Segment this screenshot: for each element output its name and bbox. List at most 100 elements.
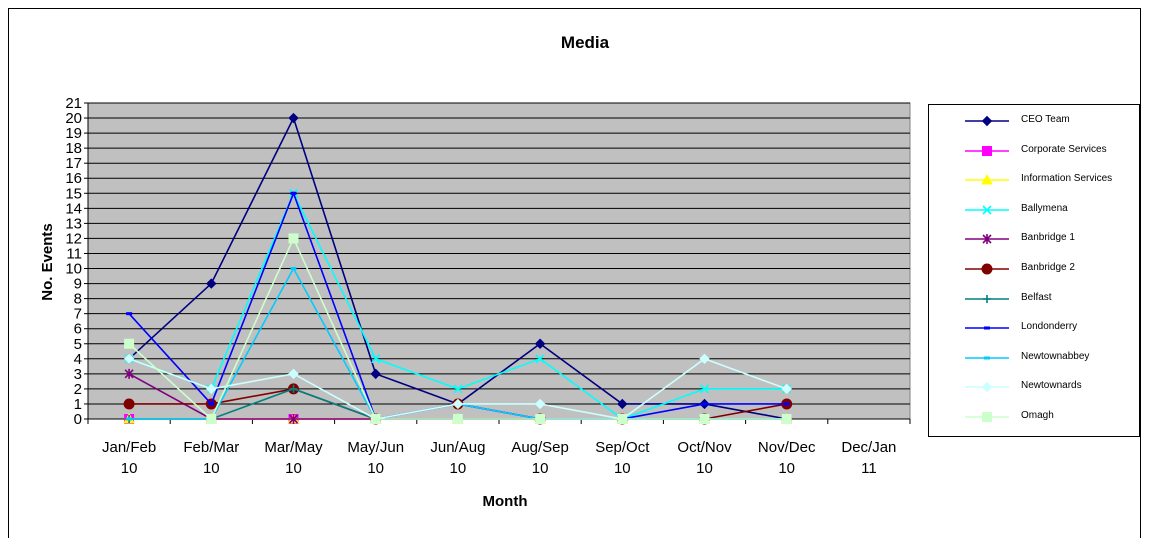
data-point [288,368,299,380]
y-tick-label: 17 [65,155,82,172]
data-point [534,338,546,349]
legend-item: Banbridge 2 [929,259,1139,279]
y-tick-label: 18 [65,140,82,157]
x-tick-label: 10 [203,460,220,477]
legend-swatch [965,174,1009,185]
legend-label: Londonderry [1021,321,1078,333]
x-tick-label: 11 [861,460,877,477]
legend-swatch [965,356,1009,360]
y-tick-label: 16 [65,170,82,187]
legend-marker [984,326,990,330]
y-tick-label: 21 [65,95,82,112]
legend-swatch [965,382,1009,393]
legend-marker [981,174,993,185]
y-tick-label: 20 [65,110,82,127]
x-tick-label: 10 [450,460,467,477]
x-axis-ticks: Jan/Feb 10 Feb/Mar 10 Mar/May 10 May/Jun 10 Jun/… [87,418,911,477]
x-tick-label: 10 [121,460,138,477]
legend-swatch [965,205,1009,215]
y-tick-label: 10 [65,261,82,278]
data-point [452,398,464,410]
legend-label: Newtownabbey [1021,350,1090,362]
series-newtownards [123,353,792,425]
legend-marker [982,205,992,215]
legend-marker [981,263,993,275]
x-tick-label: May/Jun [347,439,404,456]
x-tick-label: 10 [778,460,795,477]
x-tick-label: Aug/Sep [511,439,569,456]
legend-item: Newtownards [929,377,1139,397]
legend-label: Omagh [1021,410,1054,421]
legend-swatch [965,263,1009,275]
data-point [206,414,217,424]
legend-marker [982,234,992,245]
x-tick-label: Sep/Oct [595,439,650,456]
data-point [783,402,790,406]
chart-title: Media [561,33,610,52]
x-tick-label: 10 [532,460,549,477]
plot-area [87,102,911,420]
legend-label: Banbridge 1 [1021,232,1075,244]
y-tick-label: 7 [74,306,82,323]
legend-item: Corporate Services [929,141,1139,161]
data-point [699,353,710,365]
data-point [206,278,217,289]
legend-label: Ballymena [1021,202,1068,214]
y-tick-label: 12 [65,230,82,247]
series-lines [123,112,793,425]
data-point [124,338,135,349]
data-point [124,368,134,379]
legend-label: Belfast [1021,291,1052,303]
legend-label: Information Services [1021,173,1113,185]
data-point [453,384,463,394]
y-tick-label: 19 [65,125,82,142]
x-tick-label: 10 [285,460,302,477]
y-tick-label: 13 [65,215,82,232]
data-point [123,398,135,410]
legend-label: Banbridge 2 [1021,262,1075,273]
data-point [452,414,463,424]
legend-label: CEO Team [1021,114,1070,125]
data-point [288,233,299,244]
legend-swatch [965,294,1009,303]
x-axis-title: Month [483,493,528,510]
data-point [535,414,546,424]
x-tick-label: 10 [696,460,713,477]
legend-marker [982,412,992,422]
y-tick-label: 14 [65,200,82,217]
legend-swatch [965,145,1009,156]
x-tick-label: Jun/Aug [430,439,485,456]
x-tick-label: Dec/Jan [841,439,896,456]
x-tick-label: Feb/Mar [183,439,239,456]
legend-item: CEO Team [929,111,1139,131]
data-point [699,384,710,394]
data-point [123,353,135,365]
legend-item: Londonderry [929,318,1139,338]
x-tick-label: Nov/Dec [758,439,816,456]
series-omagh [124,233,792,424]
data-point [701,402,708,406]
data-point [126,312,133,316]
data-point [288,414,299,424]
legend-marker [981,115,993,127]
y-tick-label: 2 [74,381,82,398]
legend-swatch [965,326,1009,330]
data-point [781,383,792,395]
data-point [208,402,215,406]
data-point [699,414,710,424]
legend-item: Newtownabbey [929,348,1139,368]
data-point [370,414,381,424]
data-point [290,191,297,195]
legend-item: Ballymena [929,200,1139,220]
legend-marker [982,145,992,156]
y-tick-label: 15 [65,185,82,202]
x-tick-label: Mar/May [264,439,323,456]
legend-marker [983,294,991,303]
data-point [290,267,297,271]
data-point [534,398,546,410]
data-point [535,354,545,364]
y-axis-title: No. Events [39,223,56,301]
data-point [781,414,792,424]
